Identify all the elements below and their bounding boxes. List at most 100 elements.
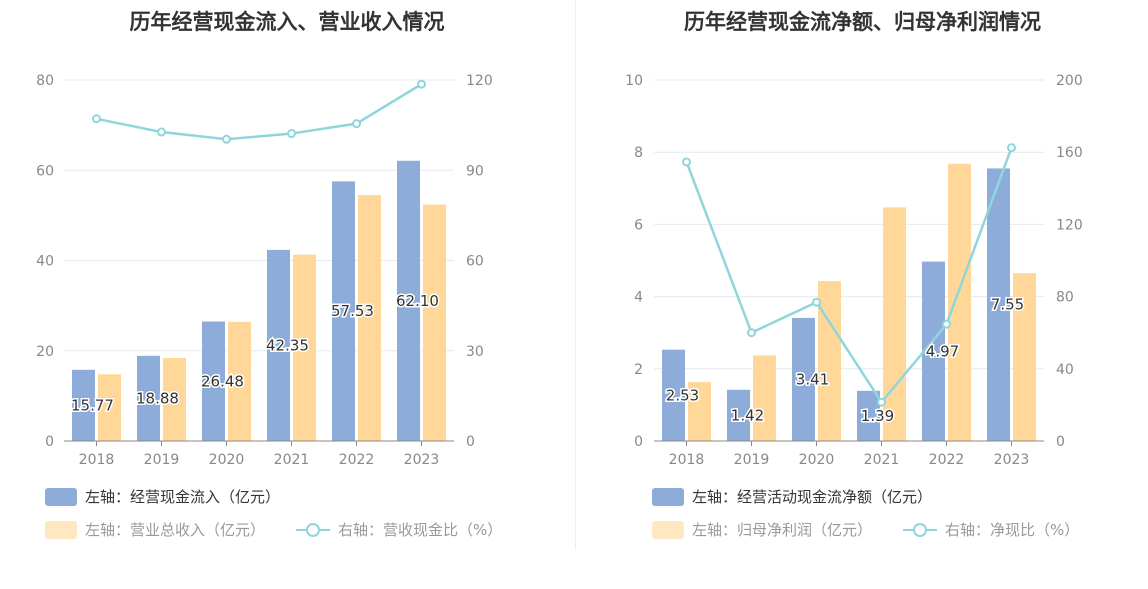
left-chart-plot: 0 20 40 60 80 0 30 60 90 120 2018 2019 2020 2021 2022 2… [36, 73, 493, 468]
legend-item-cash-inflow[interactable]: 左轴：经营现金流入（亿元） [45, 486, 280, 507]
bar-data-label: 1.39 [861, 407, 894, 425]
x-axis-tick-label: 2023 [994, 452, 1030, 468]
bar-blue [792, 317, 815, 441]
left-axis-tick-label: 8 [634, 145, 643, 161]
right-axis-tick-label: 0 [1056, 434, 1065, 450]
ratio-point [287, 129, 296, 139]
x-axis-tick-label: 2019 [734, 452, 770, 468]
legend-line-marker [296, 521, 330, 539]
legend-item-net-profit[interactable]: 左轴：归母净利润（亿元） [652, 519, 872, 540]
bar-data-label: 3.41 [796, 370, 829, 388]
legend-item-net-operating-cash-flow[interactable]: 左轴：经营活动现金流净额（亿元） [652, 486, 932, 507]
left-axis-tick-label: 4 [634, 290, 643, 306]
ratio-point [747, 328, 756, 338]
right-axis-tick-label: 120 [1056, 217, 1083, 233]
ratio-point [92, 114, 101, 124]
legend-item-net-cash-ratio[interactable]: 右轴：净现比（%） [903, 519, 1079, 540]
ratio-point [352, 119, 361, 129]
ratio-line [96, 83, 423, 141]
left-axis-tick-label: 80 [36, 73, 54, 89]
bar-data-label: 4.97 [926, 342, 959, 360]
left-axis-tick-label: 10 [625, 73, 643, 89]
bar-yellow [1013, 273, 1036, 441]
x-axis-tick-label: 2020 [209, 452, 245, 468]
bar-blue [137, 355, 160, 441]
legend-label: 左轴：经营现金流入（亿元） [85, 488, 281, 506]
ratio-point [877, 397, 886, 407]
x-axis-tick-label: 2022 [929, 452, 965, 468]
right-chart-plot: 0 2 4 6 8 10 0 40 80 120 160 200 2018 2019 2020 2021 202… [625, 73, 1083, 468]
bar-data-label: 2.53 [666, 386, 699, 404]
x-axis-tick-label: 2021 [864, 452, 900, 468]
bar-data-label: 15.77 [71, 396, 114, 414]
bar-blue [72, 369, 95, 441]
x-axis-tick-label: 2023 [404, 452, 440, 468]
ratio-line [685, 147, 1013, 405]
legend-swatch-yellow [45, 520, 77, 539]
bar-yellow [98, 374, 121, 441]
right-axis-tick-label: 90 [466, 163, 484, 179]
left-axis-tick-label: 0 [45, 434, 54, 450]
bar-yellow [293, 254, 316, 441]
legend-label: 右轴：净现比（%） [945, 521, 1080, 539]
bar-data-label: 42.35 [266, 336, 309, 354]
bar-data-label: 57.53 [331, 302, 374, 320]
bar-yellow [883, 207, 906, 441]
bar-yellow [688, 382, 711, 441]
left-chart-title: 历年经营现金流入、营业收入情况 [129, 10, 445, 34]
bar-data-label: 26.48 [201, 372, 244, 390]
bar-data-label: 62.10 [396, 292, 439, 310]
x-axis-tick-label: 2020 [799, 452, 835, 468]
legend-label: 左轴：归母净利润（亿元） [692, 521, 873, 539]
bar-blue [662, 349, 685, 441]
right-axis-tick-label: 60 [466, 254, 484, 270]
legend-item-revenue[interactable]: 左轴：营业总收入（亿元） [45, 519, 265, 540]
bar-blue [202, 321, 225, 441]
right-chart-panel: 历年经营现金流净额、归母净利润情况 0 2 4 6 8 10 0 40 80 120 160 200 2… [577, 0, 1148, 589]
right-axis-tick-label: 160 [1056, 145, 1083, 161]
legend-label: 右轴：营收现金比（%） [338, 521, 503, 539]
ratio-point [222, 134, 231, 144]
bar-data-label: 7.55 [991, 296, 1024, 314]
ratio-point [682, 157, 691, 167]
bar-yellow [753, 355, 776, 441]
ratio-point [157, 127, 166, 137]
bar-yellow [423, 204, 446, 441]
left-axis-tick-label: 40 [36, 254, 54, 270]
left-chart-panel: 历年经营现金流入、营业收入情况 0 20 40 60 80 0 30 60 90 120 2018 2… [36, 10, 502, 540]
x-axis-tick-label: 2018 [669, 452, 705, 468]
bar-yellow [818, 281, 841, 441]
legend-item-revenue-cash-ratio[interactable]: 右轴：营收现金比（%） [296, 519, 502, 540]
right-axis-tick-label: 200 [1056, 73, 1083, 89]
bar-yellow [948, 163, 971, 441]
ratio-point [417, 79, 426, 89]
bar-blue [397, 160, 420, 441]
bar-blue [922, 261, 945, 441]
legend-line-marker [903, 521, 937, 539]
bar-blue [987, 168, 1010, 441]
right-axis-tick-label: 0 [466, 434, 475, 450]
bar-yellow [228, 321, 251, 441]
bar-data-label: 18.88 [136, 389, 179, 407]
left-axis-tick-label: 0 [634, 434, 643, 450]
left-axis-tick-label: 2 [634, 362, 643, 378]
right-axis-tick-label: 80 [1056, 290, 1074, 306]
x-axis-tick-label: 2018 [79, 452, 115, 468]
ratio-point [812, 297, 821, 307]
bar-yellow [163, 357, 186, 441]
x-axis-tick-label: 2021 [274, 452, 310, 468]
x-axis-tick-label: 2022 [339, 452, 375, 468]
left-axis-tick-label: 6 [634, 217, 643, 233]
right-axis-tick-label: 30 [466, 344, 484, 360]
legend-swatch-yellow [652, 520, 684, 539]
bar-blue [857, 390, 880, 441]
right-axis-tick-label: 40 [1056, 362, 1074, 378]
bar-data-label: 1.42 [731, 406, 764, 424]
panel-divider [575, 0, 576, 550]
legend-swatch-blue [45, 487, 77, 506]
right-chart-title: 历年经营现金流净额、归母净利润情况 [684, 10, 1041, 34]
bar-blue [727, 389, 750, 441]
legend-label: 左轴：经营活动现金流净额（亿元） [692, 488, 933, 506]
legend-swatch-blue [652, 487, 684, 506]
ratio-point [1007, 143, 1016, 153]
